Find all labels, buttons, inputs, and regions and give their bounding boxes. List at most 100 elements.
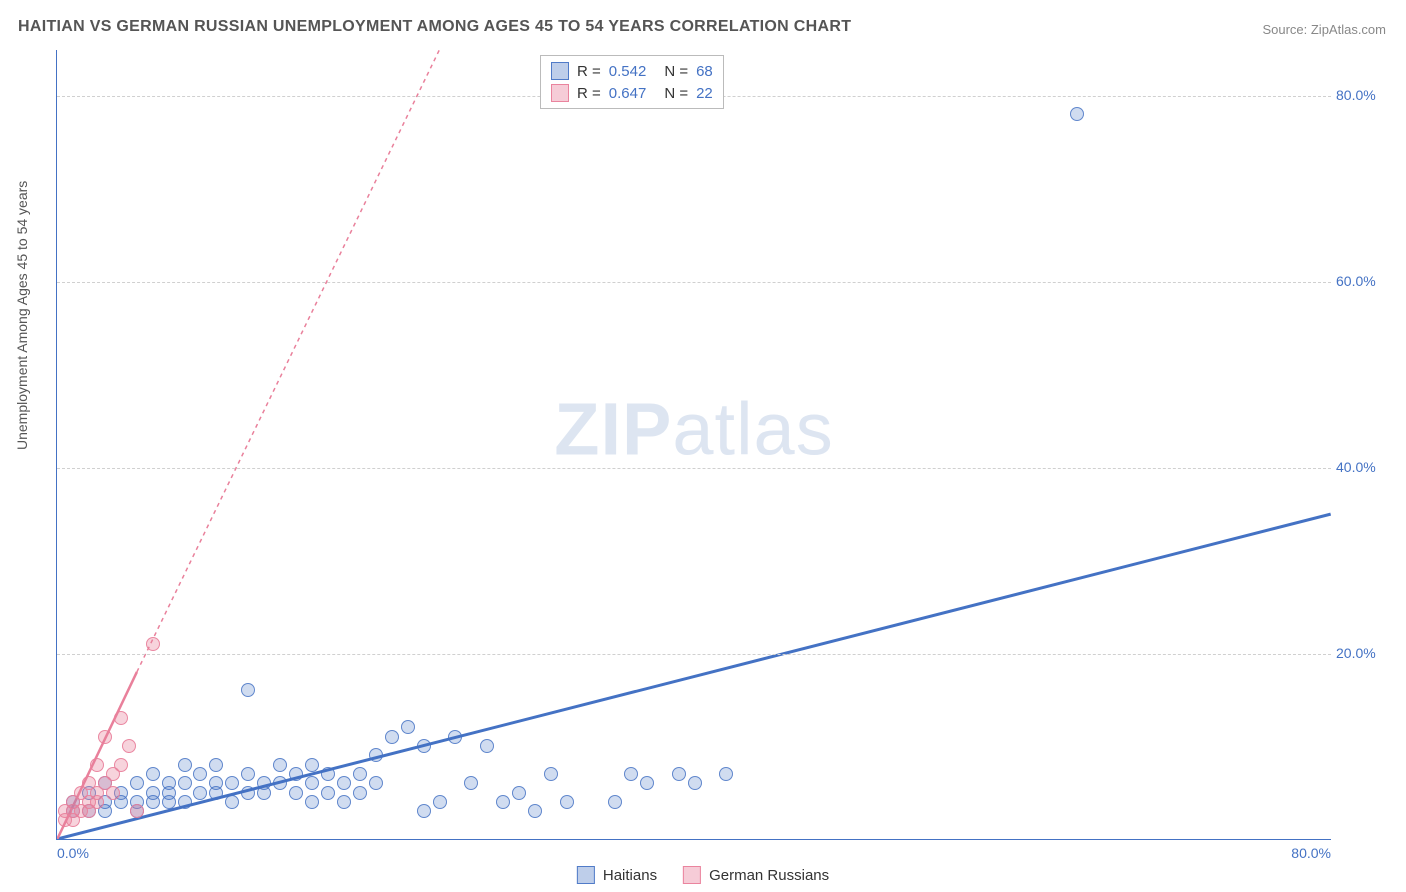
- n-label: N =: [664, 85, 688, 102]
- chart-title: HAITIAN VS GERMAN RUSSIAN UNEMPLOYMENT A…: [18, 18, 851, 36]
- y-tick-label: 80.0%: [1336, 87, 1391, 103]
- data-point-german_russians: [114, 758, 128, 772]
- data-point-haitians: [178, 758, 192, 772]
- data-point-haitians: [560, 795, 574, 809]
- y-tick-label: 40.0%: [1336, 459, 1391, 475]
- data-point-haitians: [225, 776, 239, 790]
- data-point-haitians: [480, 739, 494, 753]
- x-tick-min: 0.0%: [57, 845, 89, 861]
- watermark-bold: ZIP: [554, 387, 672, 470]
- legend-swatch-haitians: [577, 866, 595, 884]
- n-value-german-russians: 22: [696, 85, 713, 102]
- data-point-haitians: [193, 767, 207, 781]
- source-attribution: Source: ZipAtlas.com: [1262, 22, 1386, 37]
- gridline: [57, 654, 1331, 655]
- stats-legend-box: R = 0.542 N = 68 R = 0.647 N = 22: [540, 55, 724, 109]
- data-point-haitians: [146, 795, 160, 809]
- data-point-haitians: [321, 786, 335, 800]
- data-point-haitians: [448, 730, 462, 744]
- data-point-haitians: [337, 795, 351, 809]
- gridline: [57, 282, 1331, 283]
- legend-swatch-german-russians: [683, 866, 701, 884]
- data-point-haitians: [209, 786, 223, 800]
- data-point-haitians: [241, 786, 255, 800]
- data-point-haitians: [688, 776, 702, 790]
- data-point-german_russians: [90, 795, 104, 809]
- data-point-haitians: [369, 776, 383, 790]
- data-point-haitians: [178, 776, 192, 790]
- y-tick-label: 60.0%: [1336, 273, 1391, 289]
- data-point-haitians: [193, 786, 207, 800]
- data-point-haitians: [353, 786, 367, 800]
- data-point-haitians: [162, 795, 176, 809]
- n-value-haitians: 68: [696, 63, 713, 80]
- data-point-haitians: [544, 767, 558, 781]
- legend-item-haitians: Haitians: [577, 866, 657, 884]
- data-point-haitians: [512, 786, 526, 800]
- trend-lines: [57, 50, 1331, 839]
- r-value-german-russians: 0.647: [609, 85, 647, 102]
- source-name: ZipAtlas.com: [1311, 22, 1386, 37]
- data-point-haitians: [385, 730, 399, 744]
- data-point-haitians: [305, 776, 319, 790]
- data-point-haitians: [146, 767, 160, 781]
- data-point-haitians: [241, 767, 255, 781]
- stats-row-haitians: R = 0.542 N = 68: [551, 60, 713, 82]
- r-value-haitians: 0.542: [609, 63, 647, 80]
- data-point-german_russians: [130, 804, 144, 818]
- data-point-haitians: [130, 776, 144, 790]
- data-point-haitians: [289, 767, 303, 781]
- source-label: Source:: [1262, 22, 1310, 37]
- data-point-german_russians: [146, 637, 160, 651]
- data-point-haitians: [225, 795, 239, 809]
- y-axis-label: Unemployment Among Ages 45 to 54 years: [14, 181, 30, 450]
- data-point-haitians: [273, 776, 287, 790]
- data-point-haitians: [257, 786, 271, 800]
- data-point-haitians: [353, 767, 367, 781]
- data-point-haitians: [273, 758, 287, 772]
- data-point-haitians: [417, 739, 431, 753]
- swatch-german-russians: [551, 84, 569, 102]
- swatch-haitians: [551, 62, 569, 80]
- gridline: [57, 468, 1331, 469]
- r-label: R =: [577, 85, 601, 102]
- data-point-haitians: [178, 795, 192, 809]
- data-point-haitians: [464, 776, 478, 790]
- stats-row-german-russians: R = 0.647 N = 22: [551, 82, 713, 104]
- data-point-haitians: [719, 767, 733, 781]
- watermark: ZIPatlas: [554, 386, 833, 471]
- r-label: R =: [577, 63, 601, 80]
- data-point-haitians: [289, 786, 303, 800]
- data-point-haitians: [305, 758, 319, 772]
- legend-label-german-russians: German Russians: [709, 867, 829, 884]
- data-point-german_russians: [98, 730, 112, 744]
- data-point-german_russians: [122, 739, 136, 753]
- y-tick-label: 20.0%: [1336, 645, 1391, 661]
- data-point-haitians: [162, 776, 176, 790]
- correlation-chart: HAITIAN VS GERMAN RUSSIAN UNEMPLOYMENT A…: [0, 0, 1406, 892]
- data-point-haitians: [369, 748, 383, 762]
- bottom-legend: Haitians German Russians: [577, 866, 829, 884]
- data-point-haitians: [337, 776, 351, 790]
- data-point-haitians: [433, 795, 447, 809]
- plot-area: ZIPatlas 0.0% 80.0% 20.0%40.0%60.0%80.0%: [56, 50, 1331, 840]
- data-point-haitians: [608, 795, 622, 809]
- data-point-haitians: [672, 767, 686, 781]
- data-point-haitians: [241, 683, 255, 697]
- data-point-haitians: [321, 767, 335, 781]
- data-point-haitians: [528, 804, 542, 818]
- data-point-haitians: [305, 795, 319, 809]
- legend-label-haitians: Haitians: [603, 867, 657, 884]
- data-point-haitians: [496, 795, 510, 809]
- data-point-haitians: [1070, 107, 1084, 121]
- data-point-haitians: [401, 720, 415, 734]
- data-point-haitians: [640, 776, 654, 790]
- legend-item-german-russians: German Russians: [683, 866, 829, 884]
- x-tick-max: 80.0%: [1291, 845, 1331, 861]
- data-point-haitians: [624, 767, 638, 781]
- watermark-light: atlas: [672, 387, 833, 470]
- data-point-haitians: [209, 758, 223, 772]
- data-point-german_russians: [106, 786, 120, 800]
- data-point-haitians: [417, 804, 431, 818]
- n-label: N =: [664, 63, 688, 80]
